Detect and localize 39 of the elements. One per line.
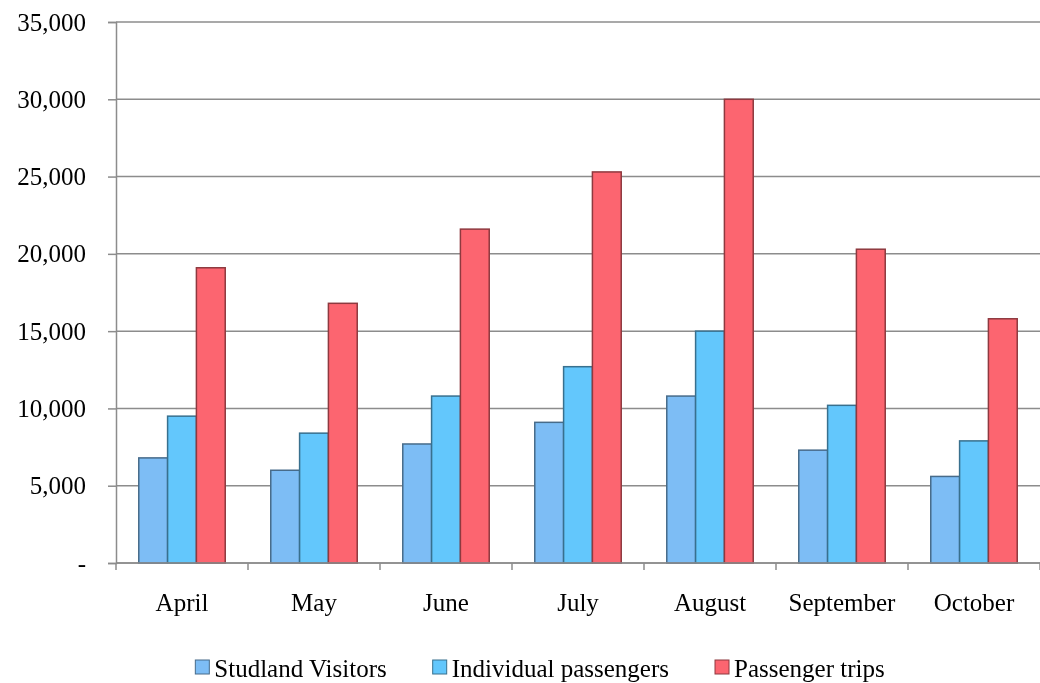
y-tick-label: 35,000 (17, 8, 86, 36)
y-tick-label: 25,000 (17, 163, 86, 191)
bar (430, 395, 462, 564)
bar (666, 395, 697, 564)
bar (694, 330, 726, 564)
bar (270, 469, 301, 564)
x-tick-label: April (155, 589, 209, 616)
legend-label: Individual passengers (451, 654, 670, 682)
x-tick-label: May (291, 589, 338, 616)
x-tick-label: June (423, 589, 469, 616)
x-tick-label: July (557, 589, 600, 616)
x-tick-label: September (788, 589, 897, 616)
bar (138, 457, 169, 564)
bar (459, 228, 490, 564)
bar (987, 318, 1018, 564)
bar (402, 443, 433, 564)
x-tick-label: October (933, 589, 1015, 616)
bar (298, 432, 330, 564)
y-tick-label: 30,000 (17, 85, 86, 113)
y-tick-label: 15,000 (17, 317, 86, 345)
bar (958, 440, 990, 564)
bar (930, 475, 961, 564)
bar (723, 98, 754, 564)
bar (534, 421, 565, 564)
bar (562, 365, 594, 564)
legend-label: Passenger trips (734, 654, 885, 682)
bar (195, 267, 226, 564)
y-tick-label: - (77, 549, 86, 577)
legend-label: Studland Visitors (214, 654, 387, 682)
y-tick-label: 5,000 (29, 472, 86, 500)
bar (798, 449, 829, 564)
bar (327, 302, 358, 564)
bar (826, 404, 858, 564)
bar (855, 248, 886, 564)
bar (166, 415, 198, 564)
bar (591, 171, 622, 564)
y-tick-label: 10,000 (17, 394, 86, 422)
x-tick-label: August (673, 589, 747, 616)
y-tick-label: 20,000 (17, 240, 86, 268)
